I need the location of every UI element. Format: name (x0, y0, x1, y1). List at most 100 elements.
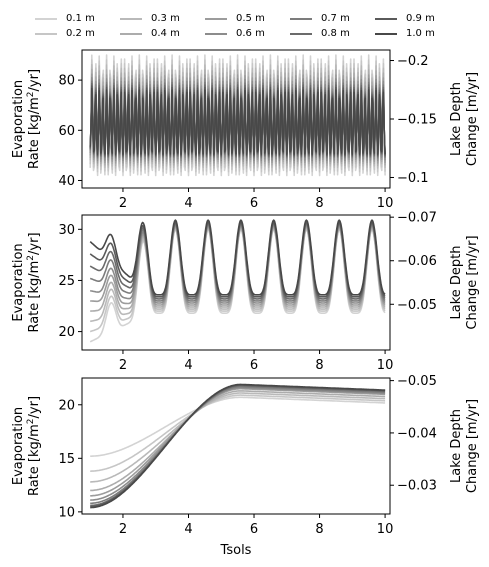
legend-swatch (375, 18, 397, 20)
x-tick-label: 2 (119, 522, 127, 537)
x-tick-label: 6 (250, 196, 258, 211)
y-tick-label: 60 (58, 124, 75, 139)
y2-tick-label: −0.03 (397, 479, 437, 494)
y2-tick-label: −0.07 (397, 211, 437, 226)
y-tick-label: 15 (58, 452, 75, 467)
y2-axis-label: Lake DepthChange [m/yr] (449, 399, 480, 493)
series-line-0.5m (89, 73, 386, 164)
y-axis-label: EvaporationRate [kg/m2/yr] (11, 396, 42, 496)
x-tick-label: 8 (315, 522, 323, 537)
legend-label: 0.3 m (151, 13, 180, 24)
x-tick-label: 4 (184, 522, 192, 537)
y-axis-label-superscript: 2 (26, 91, 36, 97)
series-line-0.4m (89, 68, 386, 167)
plot-frame (81, 214, 391, 351)
legend-swatch (205, 18, 227, 20)
series-line-0.3m (89, 63, 386, 169)
legend-swatch (290, 33, 312, 35)
y2-tick-label: −0.05 (397, 298, 437, 313)
series-line-0.4m (90, 390, 386, 492)
y-axis-label-superscript: 2 (26, 255, 36, 261)
y-tick-label: 20 (58, 398, 75, 413)
x-tick-label: 4 (184, 196, 192, 211)
y2-axis-label-line2: Change [m/yr] (465, 72, 480, 166)
legend-swatch (375, 33, 397, 35)
legend-label: 0.2 m (66, 28, 95, 39)
x-tick-label: 8 (315, 196, 323, 211)
legend-label: 0.9 m (406, 13, 435, 24)
legend-label: 0.4 m (151, 28, 180, 39)
legend-swatch (120, 33, 142, 35)
y-tick-label: 30 (58, 223, 75, 238)
y2-tick-label: −0.1 (397, 171, 429, 186)
y-axis-label: EvaporationRate [kg/m2/yr] (11, 232, 42, 332)
series-line-0.1m (90, 396, 386, 458)
x-tick-label: 6 (250, 522, 258, 537)
y2-axis-label-line1: Lake Depth (449, 245, 464, 319)
y-axis-label-line1: Evaporation (11, 243, 26, 321)
y-tick-label: 80 (58, 74, 75, 89)
y2-tick-label: −0.06 (397, 254, 437, 269)
series-line-0.6m (89, 77, 386, 162)
legend-label: 0.1 m (66, 13, 95, 24)
series-line-0.2m (89, 59, 386, 173)
y2-tick-label: −0.04 (397, 426, 437, 441)
x-tick-label: 2 (119, 358, 127, 373)
y-axis-label-line1: Evaporation (11, 407, 26, 485)
series-line-0.2m (90, 394, 386, 473)
y2-axis-label-line2: Change [m/yr] (465, 235, 480, 329)
legend-label: 0.5 m (236, 13, 265, 24)
legend-swatch (35, 18, 57, 20)
series-line-0.5m (90, 387, 386, 497)
y-axis-label-line2: Rate [kg/m (27, 261, 42, 333)
x-tick-label: 8 (315, 358, 323, 373)
y2-axis-label-line1: Lake Depth (449, 82, 464, 156)
y-tick-label: 10 (58, 505, 75, 520)
y2-tick-label: −0.2 (397, 54, 429, 69)
x-tick-label: 6 (250, 358, 258, 373)
legend-label: 0.7 m (321, 13, 350, 24)
y2-tick-label: −0.05 (397, 374, 437, 389)
legend-label: 0.6 m (236, 28, 265, 39)
y-axis-label-superscript: 2 (26, 418, 36, 424)
y-axis-label-tail: /yr] (27, 232, 42, 255)
y2-axis-label-line1: Lake Depth (449, 409, 464, 483)
legend-swatch (35, 33, 57, 35)
y2-axis-label-line2: Change [m/yr] (465, 399, 480, 493)
series-line-0.6m (90, 386, 386, 501)
y-axis-label-tail: /yr] (27, 69, 42, 92)
series-line-1.0m (89, 219, 386, 296)
series-line-0.3m (90, 392, 386, 483)
y-tick-label: 25 (58, 274, 75, 289)
y2-tick-label: −0.15 (397, 113, 437, 128)
series-line-0.9m (89, 85, 386, 157)
y-axis-label-line2: Rate [kg/m (27, 424, 42, 496)
x-axis-label: Tsols (220, 543, 252, 558)
x-tick-label: 2 (119, 196, 127, 211)
y-axis-label: EvaporationRate [kg/m2/yr] (11, 69, 42, 169)
legend-swatch (290, 18, 312, 20)
y-tick-label: 40 (58, 174, 75, 189)
x-tick-label: 10 (377, 522, 394, 537)
legend-label: 0.8 m (321, 28, 350, 39)
series-line-0.8m (89, 82, 386, 158)
x-tick-label: 10 (377, 358, 394, 373)
y-axis-label-line1: Evaporation (11, 80, 26, 158)
series-line-1.0m (90, 383, 386, 509)
series-line-1.0m (89, 87, 386, 155)
legend-label: 1.0 m (406, 28, 435, 39)
x-tick-label: 10 (377, 196, 394, 211)
x-tick-label: 4 (184, 358, 192, 373)
series-line-0.7m (90, 385, 386, 505)
legend-swatch (120, 18, 142, 20)
series-line-0.9m (90, 384, 386, 508)
y-axis-label-line2: Rate [kg/m (27, 97, 42, 169)
y2-axis-label: Lake DepthChange [m/yr] (449, 235, 480, 329)
y-tick-label: 20 (58, 325, 75, 340)
chart-panel-middle: 2 4 6 8 10 20 25 30 −0.07 −0.06 −0.05 EvaporationRa… (11, 211, 480, 373)
plot-frame (81, 377, 391, 515)
chart-panel-bottom: 2 4 6 8 10 10 15 20 −0.05 −0.04 −0.03 EvaporationRa… (11, 374, 480, 558)
series-line-0.1m (89, 54, 386, 177)
y-axis-label-tail: /yr] (27, 396, 42, 419)
